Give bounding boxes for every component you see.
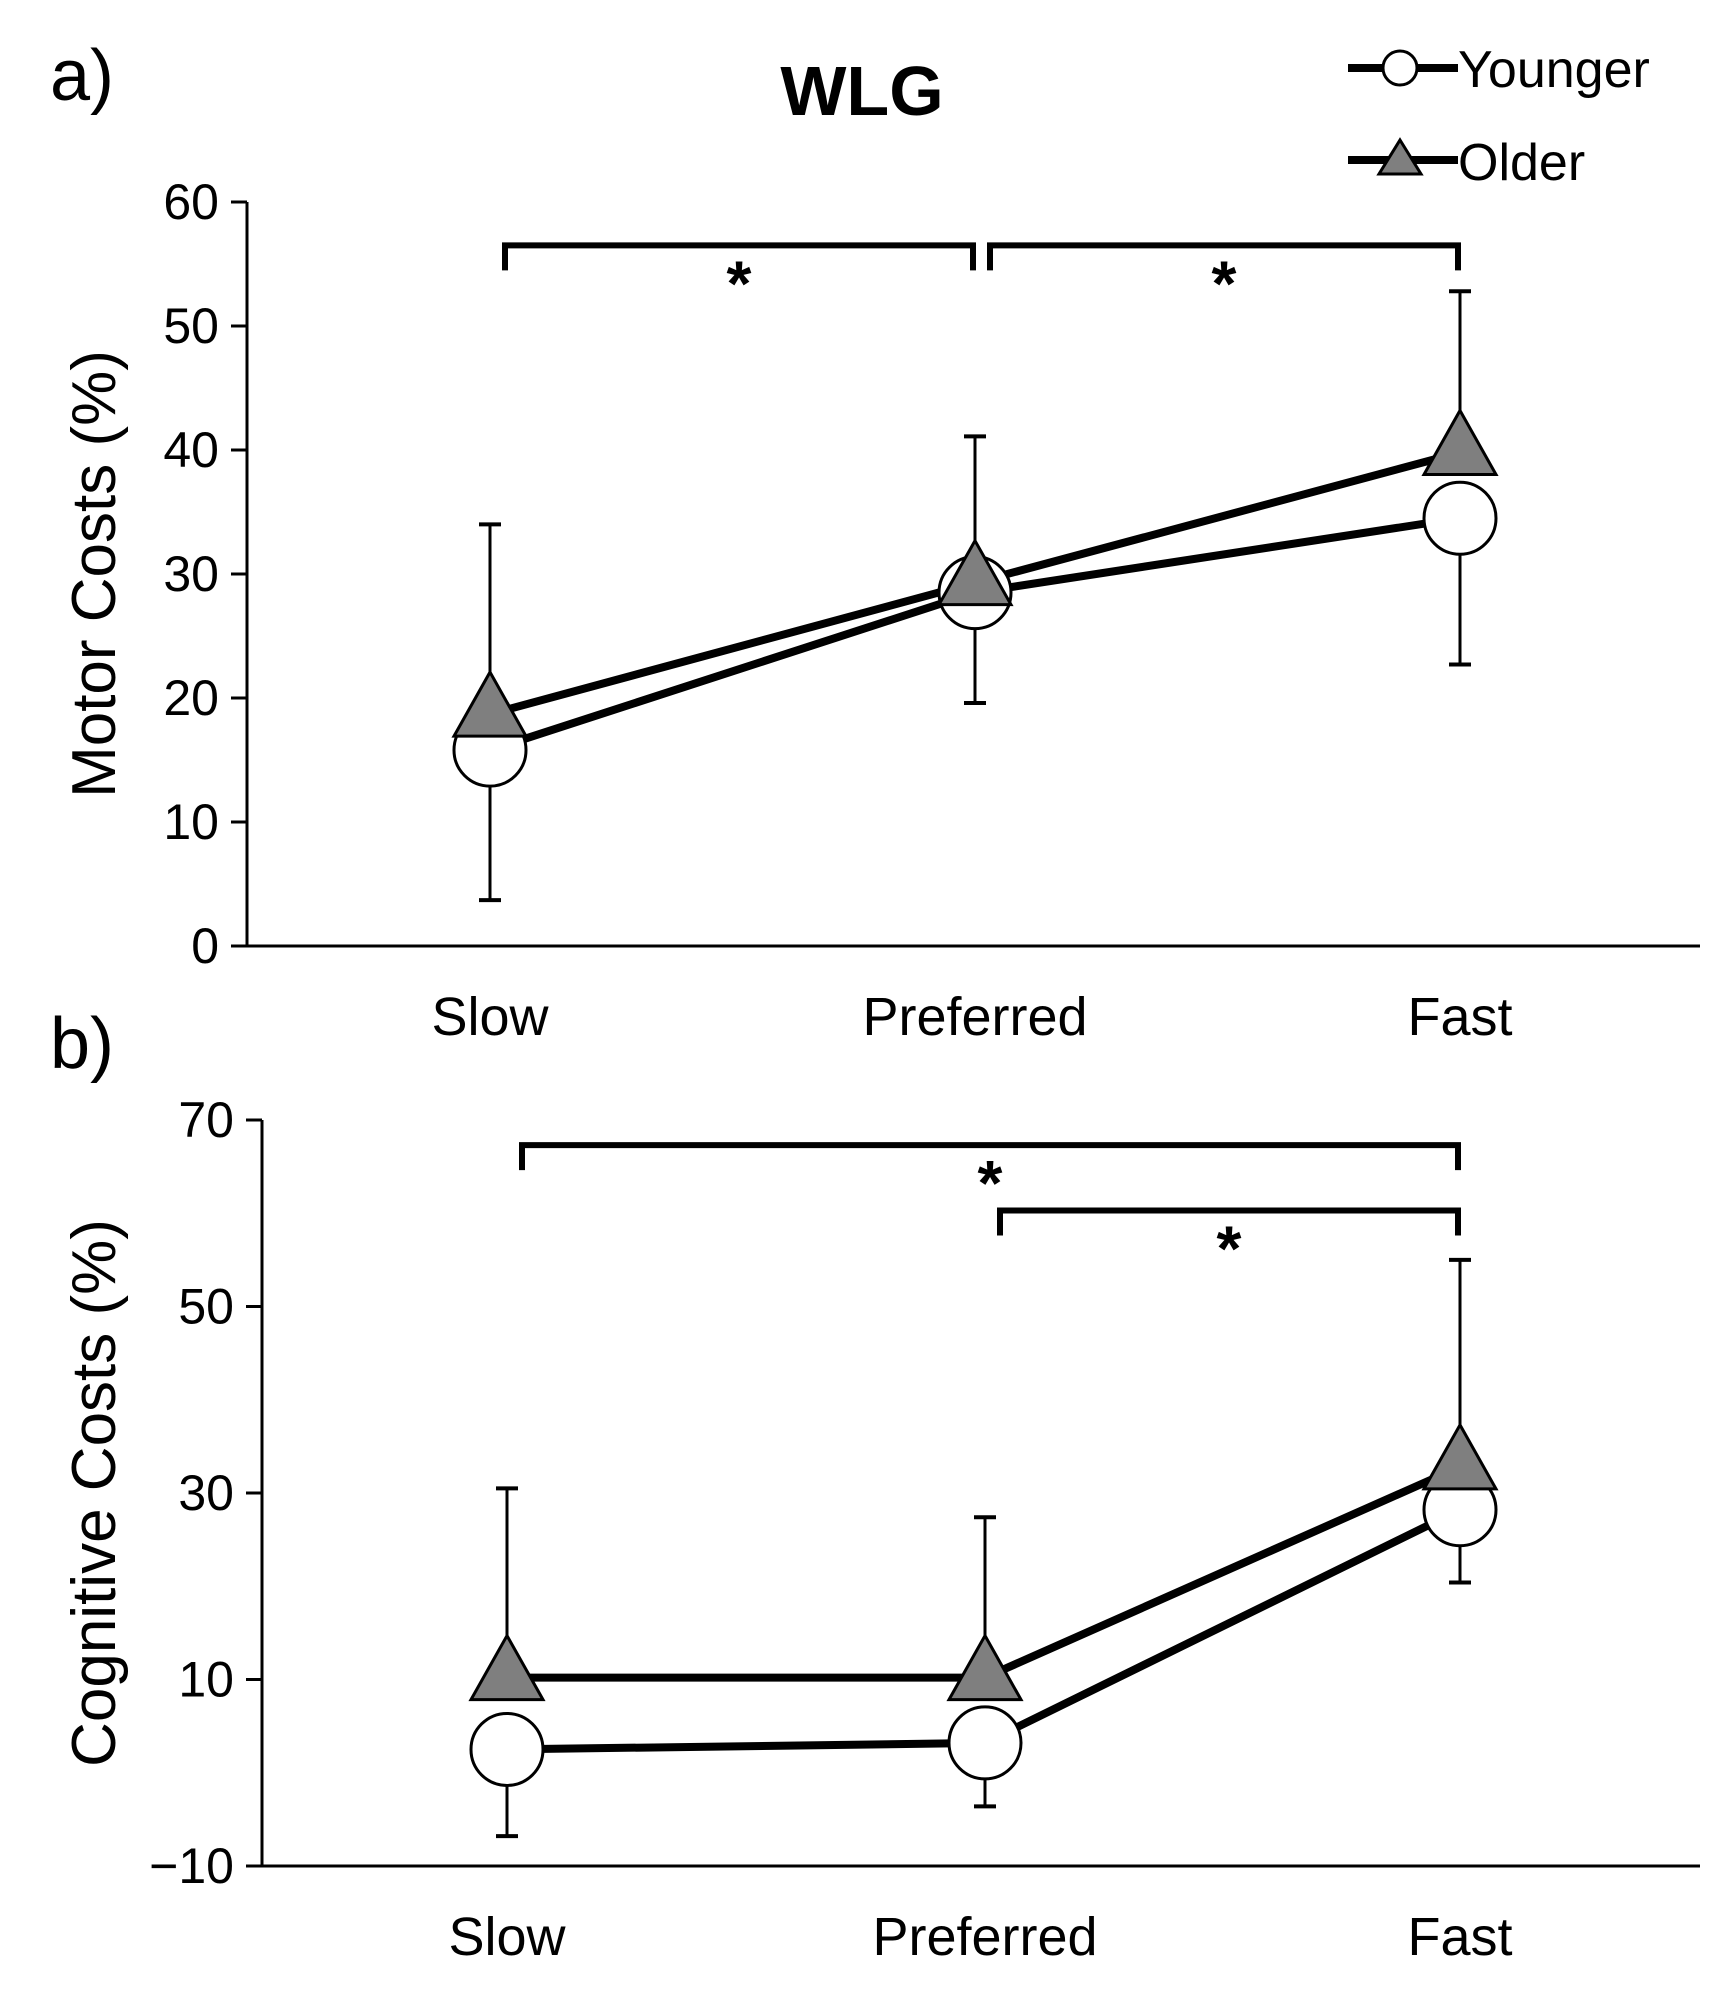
panel-a-significance-bracket <box>502 242 976 271</box>
legend-older-marker <box>1376 137 1424 176</box>
panel-a-label: a) <box>50 36 114 116</box>
panel-b-significance-bracket <box>997 1207 1461 1236</box>
panel-b-chart: −10 10 30 50 70 Cognitive Costs (%) Slow Prefer… <box>60 1092 1700 1967</box>
panel-a-category-label: Fast <box>1407 987 1512 1047</box>
panel-b-y-tick-label: 30 <box>178 1465 234 1521</box>
legend-older-label: Older <box>1458 134 1585 192</box>
panel-a-y-tick-label: 0 <box>191 918 219 974</box>
panel-b-category-label: Preferred <box>872 1907 1097 1967</box>
panel-b-younger-point <box>469 1711 545 1787</box>
legend-younger-label: Younger <box>1458 41 1650 99</box>
panel-b-older-point <box>946 1632 1024 1702</box>
panel-a-y-tick-label: 10 <box>163 794 219 850</box>
panel-a-y-tick-label: 50 <box>163 298 219 354</box>
panel-b-y-axis-label: Cognitive Costs (%) <box>60 1219 129 1767</box>
panel-a-older-point <box>1421 407 1499 476</box>
panel-a-older-point <box>936 537 1014 607</box>
panel-a-y-tick-label: 20 <box>163 670 219 726</box>
panel-b-label: b) <box>50 1004 114 1084</box>
panel-a-y-axis-label: Motor Costs (%) <box>60 350 129 798</box>
legend-younger-marker <box>1381 49 1419 87</box>
panel-b-y-tick-label: −10 <box>149 1838 234 1894</box>
panel-b-significance-star: * <box>978 1147 1003 1219</box>
panel-b-younger-point <box>947 1705 1023 1781</box>
panel-b-significance-bracket <box>519 1142 1461 1171</box>
panel-a-younger-point <box>1422 480 1498 556</box>
panel-b-significance-star: * <box>1217 1212 1242 1284</box>
chart-title: WLG <box>780 52 943 130</box>
panel-a-y-tick-label: 30 <box>163 546 219 602</box>
panel-b-category-label: Slow <box>448 1907 566 1967</box>
panel-a-category-label: Preferred <box>862 987 1087 1047</box>
panel-a-y-tick-label: 40 <box>163 422 219 478</box>
legend: Younger Older <box>1348 41 1650 192</box>
panel-b-category-label: Fast <box>1407 1907 1512 1967</box>
panel-a-significance-star: * <box>727 247 752 319</box>
panel-b-y-tick-label: 10 <box>178 1652 234 1708</box>
panel-a-chart: 0 10 20 30 40 50 60 Motor Costs (%) Slow Preferre… <box>60 174 1700 1047</box>
panel-a-category-label: Slow <box>431 987 549 1047</box>
panel-b-y-tick-label: 70 <box>178 1092 234 1148</box>
panel-a-y-tick-label: 60 <box>163 174 219 230</box>
panel-a-significance-bracket <box>987 242 1461 271</box>
panel-a-older-point <box>451 669 529 738</box>
panel-b-y-tick-label: 50 <box>178 1279 234 1335</box>
panel-a-significance-star: * <box>1212 247 1237 319</box>
panel-b-older-point <box>1421 1421 1499 1491</box>
panel-b-older-point <box>468 1632 546 1702</box>
